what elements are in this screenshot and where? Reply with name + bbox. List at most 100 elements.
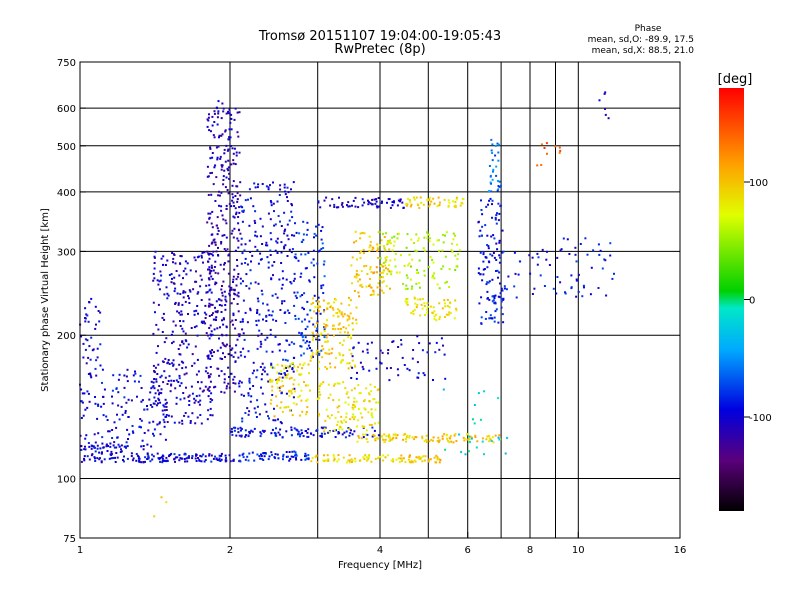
data-point <box>260 386 262 389</box>
data-point <box>225 236 228 239</box>
data-point <box>372 289 375 292</box>
data-point <box>575 260 578 263</box>
data-point <box>206 372 209 375</box>
data-point <box>458 433 461 436</box>
data-point <box>212 269 215 272</box>
data-point <box>556 256 559 259</box>
data-point <box>290 392 293 395</box>
data-point <box>448 286 451 288</box>
data-point <box>405 246 408 249</box>
data-point <box>342 315 345 318</box>
data-point <box>354 230 357 233</box>
data-point <box>499 292 502 295</box>
data-point <box>287 238 290 241</box>
data-point <box>97 405 100 407</box>
data-point <box>294 314 297 317</box>
data-point <box>256 405 259 408</box>
data-point <box>491 143 494 146</box>
data-point <box>233 118 236 121</box>
data-point <box>359 237 362 240</box>
data-point <box>432 306 435 309</box>
data-point <box>235 211 238 214</box>
data-point <box>213 328 216 331</box>
data-point <box>183 458 186 460</box>
data-point <box>276 363 279 366</box>
data-point <box>448 201 451 204</box>
data-point <box>202 261 204 264</box>
data-point <box>127 398 130 401</box>
data-point <box>396 232 399 235</box>
data-point <box>379 275 382 278</box>
data-point <box>254 210 257 213</box>
data-point <box>418 282 421 285</box>
data-point <box>308 280 311 283</box>
data-point <box>481 225 484 228</box>
data-point <box>110 453 113 455</box>
data-point <box>362 248 365 251</box>
data-point <box>209 400 212 403</box>
data-point <box>211 355 214 357</box>
data-point <box>349 365 352 368</box>
data-point <box>223 290 226 293</box>
data-point <box>204 385 207 388</box>
data-point <box>207 260 210 263</box>
data-point <box>175 456 177 459</box>
data-point <box>219 263 222 266</box>
data-point <box>167 359 170 361</box>
data-point <box>564 291 566 294</box>
data-point <box>146 452 149 455</box>
data-point <box>234 249 237 252</box>
data-point <box>146 443 149 446</box>
data-point <box>181 422 184 425</box>
data-point <box>598 253 601 256</box>
data-point <box>415 272 418 274</box>
data-point <box>489 438 492 441</box>
data-point <box>131 459 134 462</box>
data-point <box>443 198 446 201</box>
data-point <box>217 100 220 103</box>
data-point <box>211 254 214 257</box>
data-point <box>249 269 252 272</box>
data-point <box>141 399 144 402</box>
data-point <box>442 265 445 268</box>
data-point <box>228 177 231 180</box>
data-point <box>392 200 395 203</box>
data-point <box>214 283 217 286</box>
data-point <box>438 461 441 464</box>
data-point <box>352 347 355 350</box>
data-point <box>211 152 214 154</box>
data-point <box>265 244 267 247</box>
data-point <box>224 304 227 306</box>
data-point <box>221 214 224 217</box>
data-point <box>179 344 182 347</box>
data-point <box>474 436 477 439</box>
data-point <box>584 237 587 240</box>
data-point <box>416 269 418 272</box>
data-point <box>228 376 230 378</box>
data-point <box>437 239 440 242</box>
data-point <box>425 441 428 443</box>
data-point <box>306 325 309 328</box>
data-point <box>352 199 355 202</box>
data-point <box>297 383 300 386</box>
data-point <box>214 164 217 167</box>
data-point <box>175 396 178 399</box>
data-point <box>153 267 156 270</box>
data-point <box>336 423 339 426</box>
data-point <box>211 278 214 280</box>
data-point <box>312 264 315 267</box>
data-point <box>379 264 382 267</box>
data-point <box>261 243 264 245</box>
data-point <box>291 388 294 391</box>
x-tick-label: 2 <box>227 545 233 556</box>
data-point <box>359 232 362 235</box>
data-point <box>537 256 540 259</box>
data-point <box>370 341 373 344</box>
data-point <box>441 307 444 310</box>
data-point <box>111 389 114 392</box>
data-point <box>209 407 212 410</box>
data-point <box>346 204 348 207</box>
data-point <box>412 349 415 351</box>
data-point <box>442 344 444 347</box>
data-point <box>605 294 608 297</box>
